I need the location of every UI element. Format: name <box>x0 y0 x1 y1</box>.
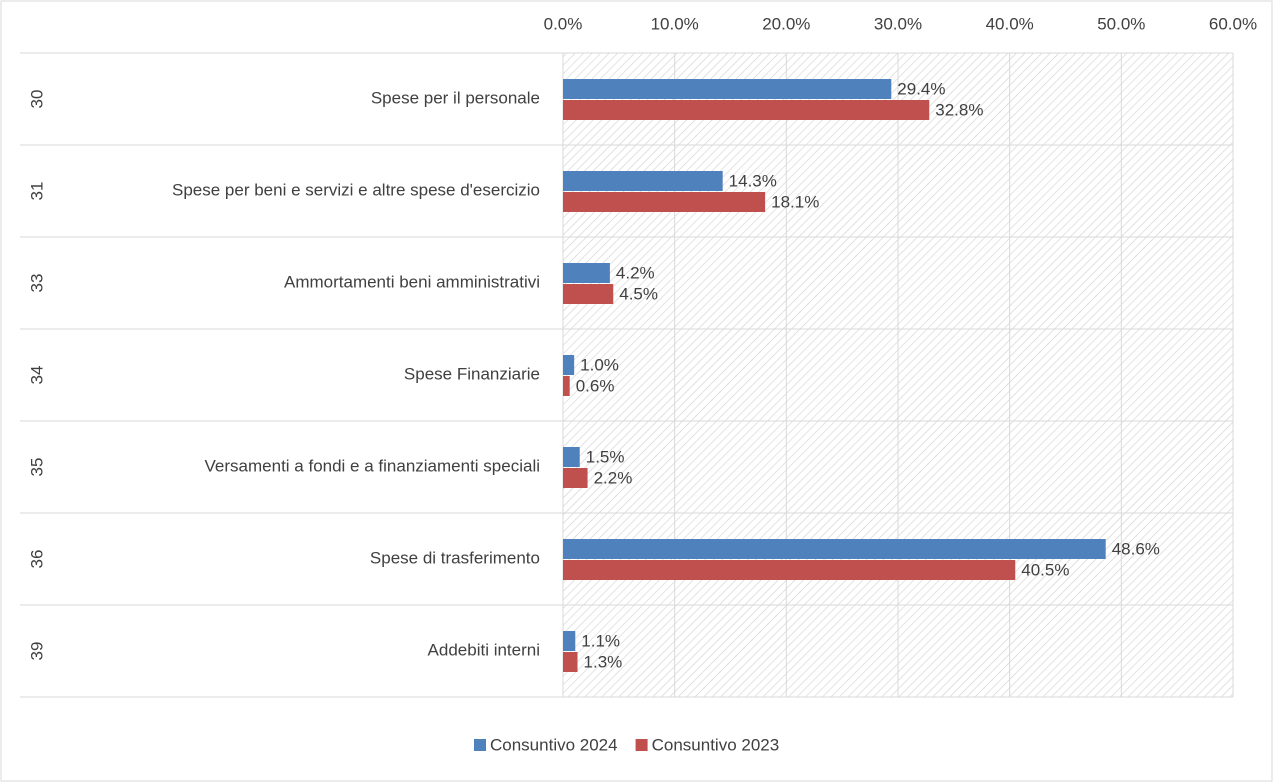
category-code: 30 <box>27 90 46 109</box>
bar <box>563 100 930 120</box>
y-tick-label: Ammortamenti beni amministrativi <box>284 272 540 291</box>
bar <box>563 355 575 375</box>
bar <box>563 539 1106 559</box>
bar <box>563 263 610 283</box>
data-label: 0.6% <box>576 376 615 395</box>
y-tick-label: Spese Finanziarie <box>404 364 540 383</box>
x-tick-label: 0.0% <box>544 14 583 33</box>
y-tick-label: Spese per beni e servizi e altre spese d… <box>172 180 540 199</box>
legend-label: Consuntivo 2024 <box>490 735 618 754</box>
x-tick-label: 30.0% <box>874 14 922 33</box>
data-label: 4.2% <box>616 263 655 282</box>
y-tick-label: Spese per il personale <box>371 88 540 107</box>
bar <box>563 652 578 672</box>
data-label: 1.0% <box>580 355 619 374</box>
x-tick-label: 10.0% <box>651 14 699 33</box>
bar <box>563 192 766 212</box>
y-tick-label: Addebiti interni <box>428 640 540 659</box>
data-label: 1.1% <box>581 631 620 650</box>
y-tick-label: Spese di trasferimento <box>370 548 540 567</box>
data-label: 32.8% <box>935 100 983 119</box>
category-code: 35 <box>27 458 46 477</box>
x-tick-label: 20.0% <box>762 14 810 33</box>
data-label: 1.5% <box>586 447 625 466</box>
legend-swatch <box>474 739 486 751</box>
bar <box>563 447 580 467</box>
y-tick-label: Versamenti a fondi e a finanziamenti spe… <box>205 456 540 475</box>
bar <box>563 171 723 191</box>
legend-swatch <box>635 739 648 751</box>
data-label: 4.5% <box>619 284 658 303</box>
bar <box>563 468 588 488</box>
category-code: 36 <box>27 550 46 569</box>
x-tick-label: 60.0% <box>1209 14 1257 33</box>
legend-label: Consuntivo 2023 <box>652 735 780 754</box>
data-label: 48.6% <box>1112 539 1160 558</box>
data-label: 18.1% <box>771 192 819 211</box>
data-label: 29.4% <box>897 79 945 98</box>
data-label: 1.3% <box>584 652 623 671</box>
bar <box>563 631 576 651</box>
category-code: 39 <box>27 642 46 661</box>
bar <box>563 560 1016 580</box>
category-code: 31 <box>27 182 46 201</box>
data-label: 40.5% <box>1021 560 1069 579</box>
category-code: 34 <box>27 366 46 385</box>
x-tick-label: 40.0% <box>986 14 1034 33</box>
bar <box>563 284 614 304</box>
bar <box>563 79 892 99</box>
data-label: 2.2% <box>594 468 633 487</box>
x-tick-label: 50.0% <box>1097 14 1145 33</box>
bar <box>563 376 570 396</box>
category-code: 33 <box>27 274 46 293</box>
data-label: 14.3% <box>729 171 777 190</box>
